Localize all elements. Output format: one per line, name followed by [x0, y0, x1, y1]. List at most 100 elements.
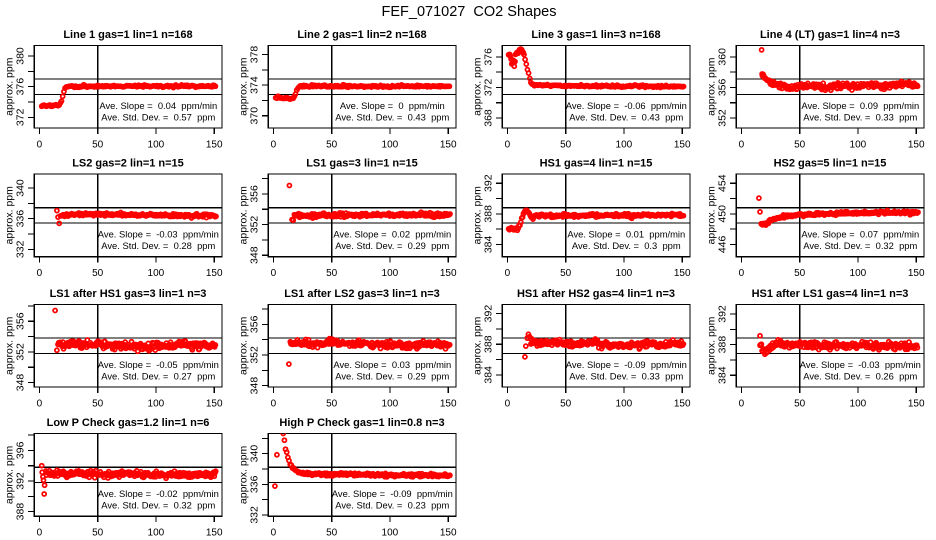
svg-text:100: 100 — [382, 399, 399, 410]
svg-text:388: 388 — [483, 335, 495, 353]
svg-text:332: 332 — [249, 506, 261, 524]
svg-text:392: 392 — [717, 305, 729, 323]
svg-text:340: 340 — [15, 179, 27, 197]
svg-text:336: 336 — [15, 210, 27, 228]
svg-text:372: 372 — [483, 78, 495, 96]
svg-text:50: 50 — [560, 399, 572, 410]
svg-text:378: 378 — [249, 46, 261, 64]
svg-text:Ave. Std. Dev. = 0.3 ppm: Ave. Std. Dev. = 0.3 ppm — [572, 240, 681, 251]
svg-text:150: 150 — [674, 399, 691, 410]
svg-text:356: 356 — [717, 78, 729, 96]
svg-text:0: 0 — [271, 268, 277, 279]
svg-text:HS1 after LS1 gas=4 lin=1 n=3: HS1 after LS1 gas=4 lin=1 n=3 — [752, 288, 909, 300]
svg-text:approx. ppm: approx. ppm — [3, 445, 15, 504]
svg-text:Ave. Slope = -0.09 ppm/min: Ave. Slope = -0.09 ppm/min — [566, 359, 687, 370]
svg-text:356: 356 — [249, 185, 261, 203]
svg-text:Line 3 gas=1 lin=3 n=168: Line 3 gas=1 lin=3 n=168 — [531, 29, 660, 41]
svg-text:approx. ppm: approx. ppm — [471, 316, 483, 375]
svg-text:Ave. Std. Dev. = 0.29 ppm: Ave. Std. Dev. = 0.29 ppm — [335, 370, 449, 381]
svg-text:Ave. Std. Dev. = 0.29 ppm: Ave. Std. Dev. = 0.29 ppm — [335, 240, 449, 251]
svg-text:0: 0 — [505, 140, 511, 151]
svg-text:150: 150 — [440, 140, 457, 151]
svg-text:approx. ppm: approx. ppm — [237, 57, 249, 116]
svg-text:370: 370 — [249, 107, 261, 125]
svg-text:Ave. Std. Dev. = 0.43 ppm: Ave. Std. Dev. = 0.43 ppm — [569, 111, 683, 122]
svg-text:0: 0 — [505, 268, 511, 279]
svg-text:approx. ppm: approx. ppm — [237, 445, 249, 504]
svg-text:0: 0 — [271, 399, 277, 410]
svg-text:396: 396 — [15, 441, 27, 459]
svg-text:Ave. Std. Dev. = 0.32 ppm: Ave. Std. Dev. = 0.32 ppm — [101, 500, 215, 511]
svg-text:50: 50 — [794, 399, 806, 410]
svg-text:150: 150 — [206, 528, 223, 539]
svg-text:approx. ppm: approx. ppm — [237, 316, 249, 375]
svg-text:50: 50 — [326, 399, 338, 410]
svg-text:392: 392 — [483, 174, 495, 192]
svg-text:100: 100 — [148, 399, 165, 410]
svg-text:150: 150 — [908, 268, 925, 279]
svg-text:100: 100 — [382, 268, 399, 279]
svg-text:50: 50 — [92, 140, 104, 151]
svg-text:approx. ppm: approx. ppm — [3, 57, 15, 116]
svg-text:50: 50 — [92, 399, 104, 410]
svg-text:LS1 after LS2 gas=3 lin=1 n=3: LS1 after LS2 gas=3 lin=1 n=3 — [284, 288, 440, 300]
svg-text:384: 384 — [717, 366, 729, 384]
svg-text:352: 352 — [717, 109, 729, 127]
svg-text:Ave. Std. Dev. = 0.33 ppm: Ave. Std. Dev. = 0.33 ppm — [803, 111, 917, 122]
svg-text:Ave. Slope = -0.03 ppm/min: Ave. Slope = -0.03 ppm/min — [98, 229, 219, 240]
svg-text:approx. ppm: approx. ppm — [705, 186, 717, 245]
svg-text:150: 150 — [206, 140, 223, 151]
svg-text:352: 352 — [249, 346, 261, 364]
svg-text:446: 446 — [717, 235, 729, 253]
svg-text:LS1 gas=3 lin=1 n=15: LS1 gas=3 lin=1 n=15 — [306, 158, 418, 170]
svg-text:Line 2 gas=1 lin=2 n=168: Line 2 gas=1 lin=2 n=168 — [297, 29, 426, 41]
svg-text:50: 50 — [92, 268, 104, 279]
svg-text:150: 150 — [674, 268, 691, 279]
svg-text:0: 0 — [37, 268, 43, 279]
svg-text:150: 150 — [206, 268, 223, 279]
svg-text:Ave. Slope = 0.07 ppm/min: Ave. Slope = 0.07 ppm/min — [801, 229, 919, 240]
svg-text:340: 340 — [249, 445, 261, 463]
svg-text:100: 100 — [616, 399, 633, 410]
svg-text:50: 50 — [794, 268, 806, 279]
svg-text:Line 4 (LT) gas=1 lin=4 n=3: Line 4 (LT) gas=1 lin=4 n=3 — [760, 29, 900, 41]
svg-text:High P Check gas=1 lin=0.8 n=3: High P Check gas=1 lin=0.8 n=3 — [279, 417, 444, 429]
svg-text:360: 360 — [717, 48, 729, 66]
svg-text:100: 100 — [616, 140, 633, 151]
svg-text:100: 100 — [148, 528, 165, 539]
svg-text:50: 50 — [326, 268, 338, 279]
svg-text:HS2 gas=5 lin=1 n=15: HS2 gas=5 lin=1 n=15 — [774, 158, 887, 170]
svg-text:100: 100 — [850, 140, 867, 151]
svg-text:100: 100 — [148, 268, 165, 279]
svg-text:348: 348 — [15, 374, 27, 392]
svg-text:376: 376 — [483, 48, 495, 66]
svg-text:FEF_071027 CO2 Shapes: FEF_071027 CO2 Shapes — [382, 4, 557, 20]
svg-text:150: 150 — [674, 140, 691, 151]
svg-text:100: 100 — [616, 268, 633, 279]
svg-text:352: 352 — [249, 216, 261, 234]
svg-text:50: 50 — [92, 528, 104, 539]
svg-text:0: 0 — [37, 399, 43, 410]
svg-text:100: 100 — [382, 528, 399, 539]
svg-text:100: 100 — [148, 140, 165, 151]
svg-text:50: 50 — [560, 268, 572, 279]
svg-text:380: 380 — [15, 47, 27, 65]
svg-text:50: 50 — [794, 140, 806, 151]
svg-text:454: 454 — [717, 174, 729, 192]
svg-text:0: 0 — [37, 140, 43, 151]
svg-text:100: 100 — [850, 268, 867, 279]
svg-text:approx. ppm: approx. ppm — [705, 316, 717, 375]
svg-text:0: 0 — [37, 528, 43, 539]
svg-text:388: 388 — [717, 336, 729, 354]
svg-text:Low P Check gas=1.2 lin=1 n=6: Low P Check gas=1.2 lin=1 n=6 — [47, 417, 210, 429]
svg-text:Ave. Slope = 0 ppm/min: Ave. Slope = 0 ppm/min — [340, 100, 445, 111]
svg-text:Ave. Std. Dev. = 0.43 ppm: Ave. Std. Dev. = 0.43 ppm — [335, 111, 449, 122]
svg-text:Ave. Slope = 0.03 ppm/min: Ave. Slope = 0.03 ppm/min — [333, 359, 451, 370]
svg-text:approx. ppm: approx. ppm — [237, 186, 249, 245]
svg-text:368: 368 — [483, 109, 495, 127]
svg-text:150: 150 — [908, 399, 925, 410]
svg-text:approx. ppm: approx. ppm — [471, 186, 483, 245]
svg-text:348: 348 — [249, 246, 261, 264]
svg-text:approx. ppm: approx. ppm — [3, 316, 15, 375]
svg-text:Ave. Std. Dev. = 0.33 ppm: Ave. Std. Dev. = 0.33 ppm — [569, 370, 683, 381]
